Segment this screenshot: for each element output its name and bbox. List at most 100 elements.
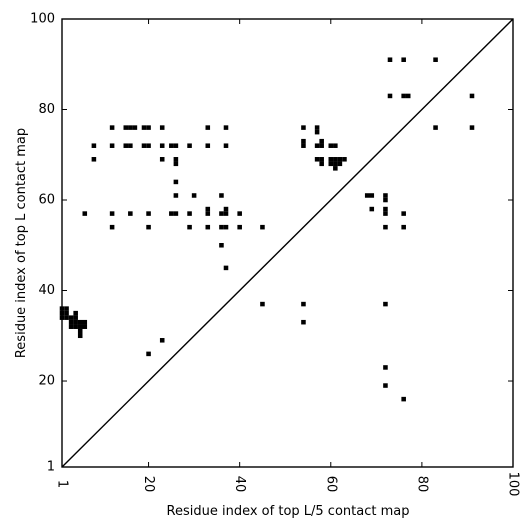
contact-point (223, 265, 229, 271)
x-tick-label: 20 (141, 476, 156, 493)
contact-point (328, 157, 334, 162)
contact-point (364, 193, 370, 198)
contact-point (205, 211, 211, 216)
contact-point (301, 138, 306, 144)
contact-point (68, 315, 74, 320)
contact-point (433, 125, 438, 130)
contact-point (223, 211, 229, 216)
contact-point (401, 224, 406, 230)
contact-points (59, 57, 475, 402)
diagonal-line (61, 18, 514, 468)
contact-point (337, 157, 343, 162)
contact-point (401, 93, 406, 99)
contact-point (109, 211, 115, 216)
contact-point (401, 57, 406, 62)
contact-point (387, 93, 393, 99)
contact-point (68, 324, 74, 329)
contact-point (328, 161, 334, 167)
plot-frame (61, 18, 514, 468)
contact-point (187, 211, 192, 216)
contact-point (387, 57, 393, 62)
contact-point (223, 125, 229, 130)
contact-point (109, 143, 115, 148)
contact-point (205, 125, 211, 130)
contact-point (77, 324, 83, 329)
contact-point (73, 310, 78, 316)
contact-point (319, 138, 324, 144)
contact-point (205, 224, 211, 230)
contact-point (205, 206, 211, 212)
y-tick-label: 40 (38, 283, 55, 298)
y-tick-label: 80 (38, 102, 55, 117)
contact-point (383, 193, 388, 198)
contact-point (369, 206, 375, 212)
contact-point (128, 143, 133, 148)
contact-point (337, 161, 343, 167)
contact-point (237, 224, 242, 230)
contact-point (223, 224, 229, 230)
contact-point (159, 338, 165, 343)
contact-point (469, 125, 475, 130)
contact-point (383, 383, 388, 388)
contact-point (319, 143, 324, 148)
contact-point (333, 161, 338, 167)
contact-point (123, 125, 129, 130)
contact-point (64, 306, 69, 311)
contact-point (159, 125, 165, 130)
contact-point (401, 211, 406, 216)
contact-point (77, 319, 83, 325)
contact-point (223, 143, 229, 148)
contact-point (383, 301, 388, 307)
x-tick-label: 80 (414, 476, 429, 493)
y-tick-label: 1 (47, 460, 55, 475)
contact-point (173, 211, 179, 216)
contact-point (469, 93, 475, 99)
contact-point (301, 143, 306, 148)
contact-point (173, 193, 179, 198)
contact-point (187, 224, 192, 230)
contact-point (301, 125, 306, 130)
contact-point (401, 396, 406, 402)
contact-point (319, 161, 324, 167)
contact-point (77, 333, 83, 339)
contact-point (333, 166, 338, 171)
contact-point (314, 129, 320, 135)
contact-point (64, 315, 69, 320)
contact-point (82, 324, 88, 329)
contact-point (64, 310, 69, 316)
x-axis-ticks: 1 20 40 60 80 100 (55, 19, 521, 496)
contact-point (68, 319, 74, 325)
contact-point (173, 179, 179, 185)
contact-point (169, 143, 174, 148)
x-tick-label: 40 (232, 476, 247, 493)
contact-point (109, 125, 115, 130)
contact-point (146, 224, 151, 230)
contact-point (383, 197, 388, 203)
contact-point (223, 206, 229, 212)
contact-point (219, 193, 224, 198)
contact-point (82, 211, 88, 216)
contact-point (169, 211, 174, 216)
contact-point (219, 243, 224, 248)
contact-point (173, 161, 179, 167)
contact-point (333, 157, 338, 162)
y-tick-label: 20 (38, 374, 55, 389)
contact-point (314, 125, 320, 130)
contact-point (132, 125, 138, 130)
contact-point (123, 143, 129, 148)
contact-point (369, 193, 375, 198)
contact-point (301, 319, 306, 325)
y-tick-label: 60 (38, 193, 55, 208)
contact-point (187, 143, 192, 148)
x-tick-label: 1 (55, 480, 70, 488)
contact-point (73, 315, 78, 320)
contact-point (219, 211, 224, 216)
contact-point (205, 143, 211, 148)
contact-point (314, 157, 320, 162)
contact-point (73, 319, 78, 325)
contact-point (141, 125, 147, 130)
contact-point (128, 211, 133, 216)
contact-point (191, 193, 197, 198)
contact-point (82, 319, 88, 325)
